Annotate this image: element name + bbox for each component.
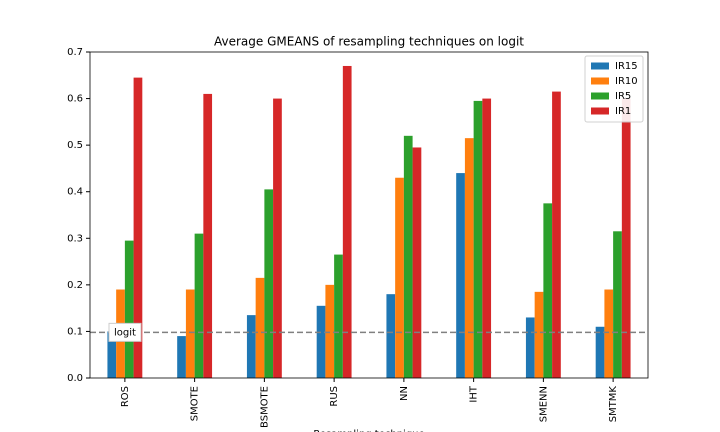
x-tick-label: NN (399, 386, 410, 401)
bar (482, 98, 492, 379)
x-tick-label: SMENN (538, 386, 549, 422)
bar (246, 315, 256, 378)
bar (395, 177, 404, 378)
y-tick-label: 0.5 (67, 140, 83, 151)
y-tick-label: 0.4 (67, 187, 83, 198)
bar (273, 98, 282, 379)
chart-title: Average GMEANS of resampling techniques … (214, 35, 524, 49)
x-axis-label: Resampling technique (313, 429, 424, 432)
bar (595, 326, 605, 378)
bar (621, 98, 631, 379)
bar (194, 233, 204, 378)
x-tick-label: IHT (469, 385, 480, 402)
reference-label-box (108, 322, 142, 342)
plot-frame (89, 51, 649, 379)
bar (464, 138, 474, 378)
legend-swatch (591, 62, 609, 70)
x-tick-label: ROS (120, 386, 131, 407)
x-tick-label: BSMOTE (259, 386, 270, 428)
bar (473, 100, 483, 379)
bar (203, 93, 213, 379)
bar (185, 289, 195, 378)
y-tick-label: 0.2 (67, 280, 83, 291)
bar (133, 77, 143, 378)
legend-label: IR5 (615, 91, 631, 102)
bar (316, 305, 326, 378)
bar (456, 173, 465, 378)
legend-swatch (591, 92, 609, 100)
bar (325, 284, 335, 378)
x-tick-label: SMOTE (190, 386, 201, 421)
bar (403, 135, 413, 378)
bar (525, 317, 535, 378)
bar (255, 277, 265, 378)
legend-label: IR15 (615, 61, 638, 72)
legend-swatch (591, 107, 609, 115)
y-tick-label: 0.0 (67, 373, 83, 384)
bar (124, 240, 134, 378)
x-tick-label: RUS (329, 386, 340, 407)
bar (543, 203, 553, 378)
bar (552, 91, 561, 378)
legend-swatch (591, 77, 609, 85)
bar (107, 331, 117, 378)
y-tick-label: 0.7 (67, 47, 83, 58)
bar (534, 291, 544, 378)
legend-label: IR10 (615, 76, 638, 87)
reference-label: logit (114, 327, 136, 338)
y-tick-label: 0.6 (67, 94, 83, 105)
y-tick-label: 0.1 (67, 326, 83, 337)
legend-box (584, 55, 644, 123)
bar (412, 147, 422, 378)
bar (334, 254, 343, 378)
x-tick-label: SMTMK (608, 386, 619, 423)
y-tick-label: 0.3 (67, 233, 83, 244)
bar (177, 336, 186, 378)
bar (604, 289, 614, 378)
bar (386, 294, 396, 378)
bar (264, 189, 274, 378)
bar (342, 65, 352, 378)
legend-label: IR1 (615, 106, 631, 117)
bar (613, 231, 622, 378)
